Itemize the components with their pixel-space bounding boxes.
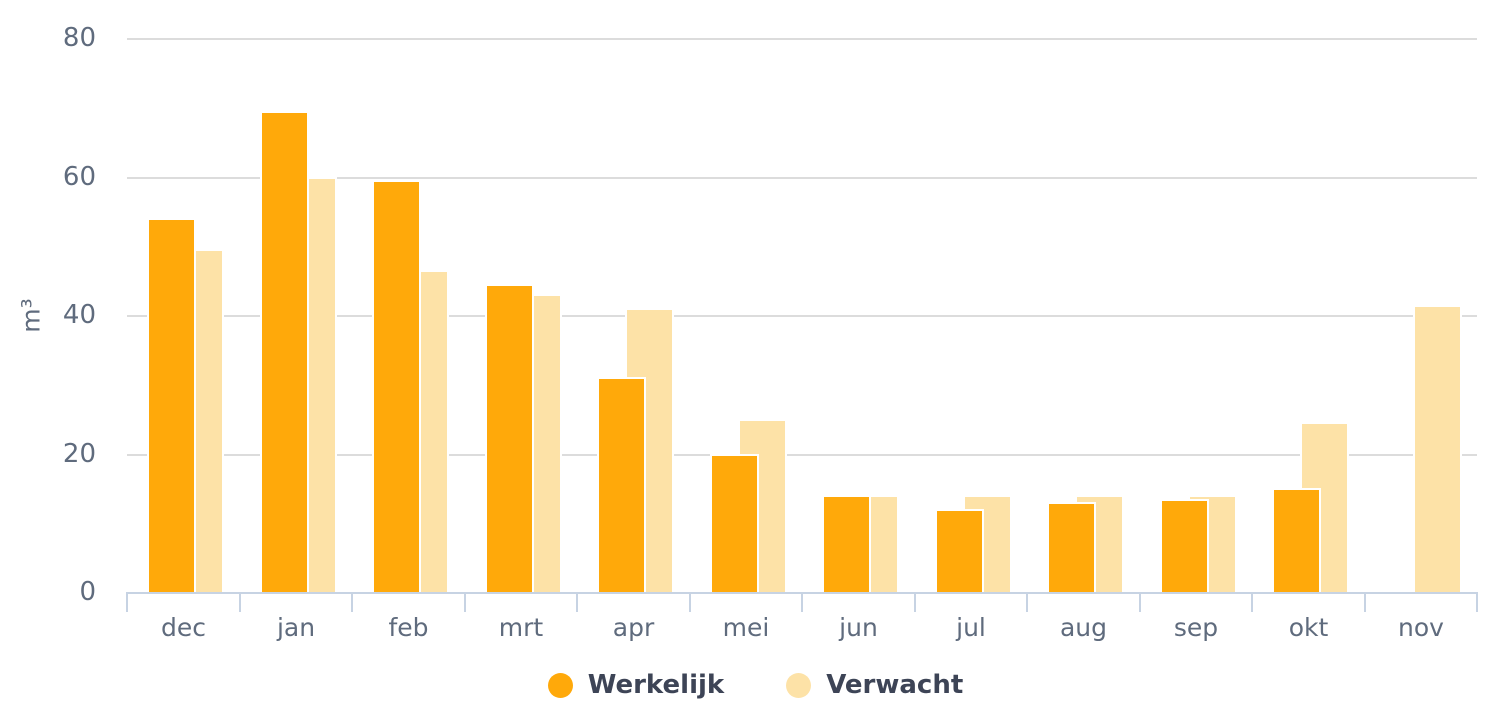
x-axis-tick bbox=[1363, 592, 1366, 612]
bar-werkelijk-apr[interactable] bbox=[597, 377, 647, 592]
y-axis-label-0: 0 bbox=[79, 577, 96, 607]
x-axis-tick bbox=[1476, 592, 1478, 612]
x-axis-tick bbox=[1138, 592, 1141, 612]
bar-werkelijk-jun[interactable] bbox=[822, 495, 872, 592]
bar-werkelijk-mei[interactable] bbox=[709, 453, 759, 592]
legend-item-werkelijk[interactable]: Werkelijk bbox=[547, 670, 725, 700]
x-axis-label-jun: jun bbox=[839, 613, 878, 642]
x-axis-tick bbox=[913, 592, 916, 612]
x-axis-label-feb: feb bbox=[388, 613, 429, 642]
bar-werkelijk-feb[interactable] bbox=[372, 179, 422, 592]
x-axis-tick bbox=[1026, 592, 1028, 612]
bar-werkelijk-aug[interactable] bbox=[1047, 501, 1097, 592]
gridline-60 bbox=[127, 176, 1477, 179]
x-axis-label-sep: sep bbox=[1173, 613, 1219, 642]
bar-werkelijk-jul[interactable] bbox=[934, 508, 984, 592]
legend: Werkelijk Verwacht bbox=[0, 670, 1511, 700]
y-axis-label-80: 80 bbox=[62, 23, 96, 53]
y-axis-label-40: 40 bbox=[62, 300, 96, 330]
gridline-40 bbox=[127, 315, 1477, 317]
bar-werkelijk-sep[interactable] bbox=[1159, 498, 1209, 592]
bar-werkelijk-dec[interactable] bbox=[147, 218, 197, 592]
legend-marker-icon bbox=[547, 672, 573, 698]
x-axis-tick bbox=[126, 592, 128, 612]
x-axis-tick bbox=[576, 592, 578, 612]
x-axis-label-jul: jul bbox=[956, 613, 986, 642]
legend-item-verwacht[interactable]: Verwacht bbox=[786, 670, 963, 700]
x-axis-label-aug: aug bbox=[1059, 613, 1108, 642]
x-axis-label-mrt: mrt bbox=[498, 613, 544, 642]
legend-label: Verwacht bbox=[826, 670, 964, 700]
x-axis-tick bbox=[238, 592, 241, 612]
bar-werkelijk-jan[interactable] bbox=[259, 110, 309, 592]
y-axis-label-20: 20 bbox=[62, 438, 96, 469]
x-axis-label-okt: okt bbox=[1288, 613, 1329, 642]
legend-label: Werkelijk bbox=[587, 670, 725, 700]
legend-marker-icon bbox=[786, 672, 812, 698]
y-axis-label-60: 60 bbox=[62, 161, 96, 192]
x-axis-label-mei: mei bbox=[722, 613, 770, 642]
bar-werkelijk-mrt[interactable] bbox=[484, 283, 534, 592]
bar-werkelijk-okt[interactable] bbox=[1272, 488, 1322, 592]
x-axis-label-jan: jan bbox=[276, 613, 316, 642]
gridline-20 bbox=[127, 453, 1477, 456]
x-axis-tick bbox=[1251, 592, 1253, 612]
x-axis-tick bbox=[463, 592, 466, 612]
bar-verwacht-nov[interactable] bbox=[1412, 304, 1462, 592]
x-axis-tick bbox=[351, 592, 353, 612]
x-axis-label-apr: apr bbox=[612, 613, 655, 642]
x-axis-tick bbox=[688, 592, 691, 612]
x-axis-label-nov: nov bbox=[1398, 613, 1444, 642]
x-axis-tick bbox=[801, 592, 803, 612]
gridline-80 bbox=[127, 38, 1477, 40]
x-axis-label-dec: dec bbox=[161, 613, 206, 642]
